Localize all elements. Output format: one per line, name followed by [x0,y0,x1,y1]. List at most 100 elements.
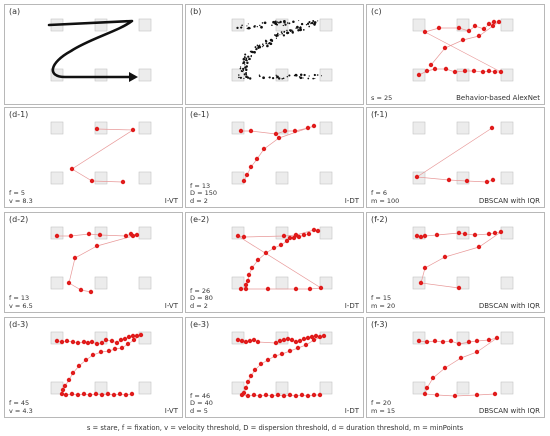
raw-sample-point [241,24,243,27]
fixation-point [321,333,327,339]
fixation-point [60,387,66,393]
fixation-point [281,233,287,239]
raw-sample-point [292,20,295,23]
panel-d2: (d-2) f = 13 v = 6.5 I-VT [4,212,183,313]
method-label: I-DT [344,197,359,205]
fixation-point [85,340,91,346]
raw-sample-point [249,57,251,60]
method-label: DBSCAN with IQR [478,302,540,310]
target-box [94,171,108,185]
raw-sample-point [253,25,256,28]
raw-sample-point [243,60,245,63]
fixation-point [305,125,311,131]
fixation-point [114,340,120,346]
fixation-point [311,123,317,129]
fixation-point [90,352,96,358]
target-box [412,18,426,32]
raw-sample-point [242,62,244,65]
raw-sample-point [264,40,268,43]
param-line: d = 2 [190,301,208,310]
raw-sample-point [245,68,248,71]
fixation-point [76,363,82,369]
fixation-point [498,229,504,235]
fixation-point [112,346,118,352]
fixation-point [276,135,282,141]
raw-sample-point [242,70,245,72]
raw-sample-point [265,42,268,45]
raw-sample-point [298,76,301,78]
fixation-point [59,339,65,345]
gaze-path-line [47,19,134,79]
method-label: I-VT [164,197,178,205]
method-label: I-VT [164,407,178,415]
fixation-point [244,172,250,178]
fixation-point [125,341,131,347]
raw-sample-point [307,77,310,80]
target-box [94,68,108,82]
target-box [500,68,514,82]
fixation-point [99,340,105,346]
param-line: m = 15 [371,406,396,415]
fixation-point [130,333,136,339]
target-box [319,171,333,185]
raw-sample-point [277,32,279,35]
fixation-point [94,243,100,249]
param-line: d = 2 [190,196,208,205]
fixation-point [297,338,303,344]
panel-a: (a) [4,4,183,105]
fixation-point [87,392,93,398]
fixation-point [238,128,244,134]
fixation-point [311,392,317,398]
fixation-point [66,377,72,383]
fixation-point [424,385,430,391]
raw-sample-point [296,26,299,29]
fixation-point [243,339,249,345]
fixation-point [293,339,299,345]
fixation-point [428,62,434,68]
fixation-point [252,367,258,373]
fixation-point [279,351,285,357]
fixation-point [239,392,245,398]
fixation-point [281,337,287,343]
fixation-point [251,392,257,398]
param-line: f = 26 [190,286,211,295]
target-box [319,276,333,290]
raw-sample-point [243,56,246,59]
raw-sample-point [271,76,275,80]
fixation-point [480,69,486,75]
fixation-point [414,174,420,180]
fixation-point [303,342,309,348]
target-box [319,381,333,395]
raw-sample-point [243,73,246,76]
fixation-point [460,37,466,43]
plot-b [231,18,333,82]
fixation-point [299,392,305,398]
panel-label: (d-3) [9,320,29,329]
fixation-point [70,339,76,345]
fixation-point [258,361,264,367]
fixation-point [72,255,78,261]
fixation-point [418,280,424,286]
param-line: f = 46 [190,391,211,400]
raw-sample-point [258,75,261,78]
fixation-point [272,353,278,359]
raw-sample-point [279,34,281,36]
fixation-point [306,231,312,237]
param-line: v = 4.3 [9,406,33,415]
fixation-point [317,334,323,340]
target-box [50,331,64,345]
fixation-point [486,231,492,237]
fixation-point [287,235,293,241]
param-line: D = 80 [190,294,213,302]
raw-sample-point [261,22,264,24]
raw-sample-point [313,22,316,26]
fixation-point [131,337,137,343]
raw-sample-point [281,32,283,35]
fixation-point [295,345,301,351]
target-box [500,18,514,32]
fixation-point [416,72,422,78]
fixation-point [462,68,468,74]
fixation-point [238,286,244,292]
raw-sample-point [276,21,279,23]
fixation-point [123,233,129,239]
